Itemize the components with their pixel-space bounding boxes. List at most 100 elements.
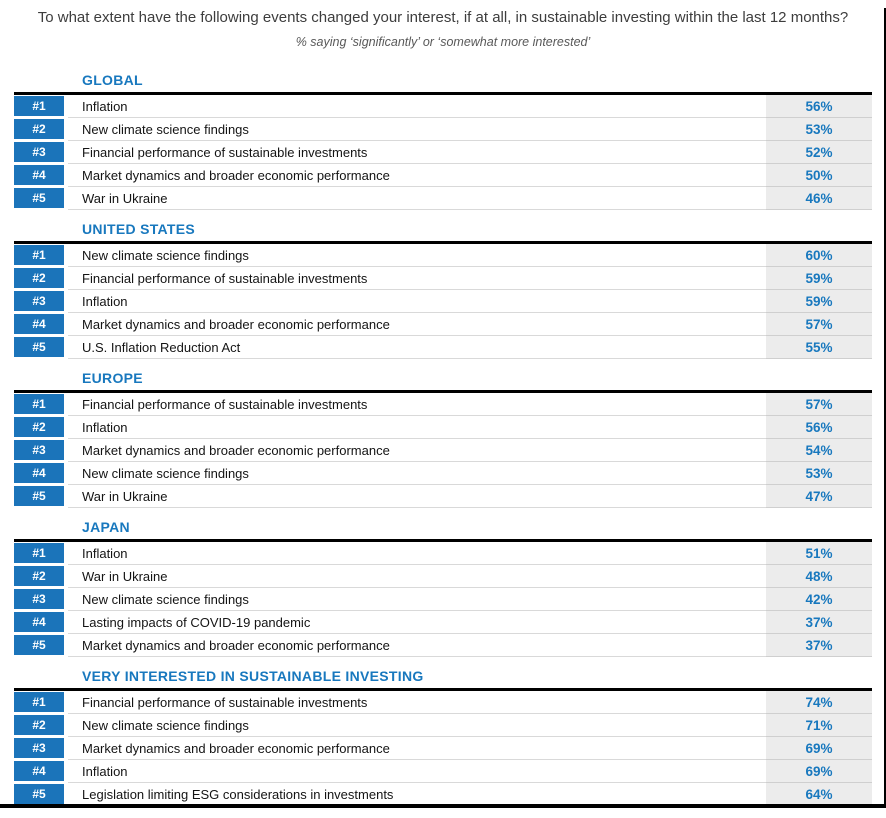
table-row: #3 Financial performance of sustainable … (14, 141, 872, 164)
section-very-interested-in-sustainable-investing: VERY INTERESTED IN SUSTAINABLE INVESTING… (14, 669, 872, 806)
percent-value: 37% (766, 611, 872, 634)
table-row: #3 Market dynamics and broader economic … (14, 439, 872, 462)
table-row: #1 Inflation 51% (14, 542, 872, 565)
section-header: EUROPE (82, 370, 143, 386)
section-header: UNITED STATES (82, 221, 196, 237)
table-row: #3 Inflation 59% (14, 290, 872, 313)
percent-value: 50% (766, 164, 872, 187)
rank-badge: #5 (14, 336, 64, 357)
percent-value: 51% (766, 542, 872, 565)
event-label: War in Ukraine (68, 187, 766, 210)
percent-value: 69% (766, 760, 872, 783)
event-label: Financial performance of sustainable inv… (68, 393, 766, 416)
table-row: #1 Financial performance of sustainable … (14, 691, 872, 714)
table-row: #4 Lasting impacts of COVID-19 pandemic … (14, 611, 872, 634)
table-row: #4 Inflation 69% (14, 760, 872, 783)
rank-badge: #2 (14, 714, 64, 735)
event-label: Inflation (68, 760, 766, 783)
rank-badge: #2 (14, 118, 64, 139)
section-header: VERY INTERESTED IN SUSTAINABLE INVESTING (82, 668, 424, 684)
percent-value: 46% (766, 187, 872, 210)
event-label: New climate science findings (68, 118, 766, 141)
rank-badge: #2 (14, 267, 64, 288)
percent-value: 57% (766, 313, 872, 336)
rank-table: #1 Inflation 51% #2 War in Ukraine 48% #… (14, 539, 872, 657)
event-label: Market dynamics and broader economic per… (68, 737, 766, 760)
event-label: New climate science findings (68, 462, 766, 485)
percent-value: 74% (766, 691, 872, 714)
event-label: U.S. Inflation Reduction Act (68, 336, 766, 359)
percent-value: 53% (766, 462, 872, 485)
table-row: #2 Financial performance of sustainable … (14, 267, 872, 290)
event-label: New climate science findings (68, 714, 766, 737)
rank-badge: #3 (14, 141, 64, 162)
table-row: #3 New climate science findings 42% (14, 588, 872, 611)
percent-value: 37% (766, 634, 872, 657)
rank-badge: #5 (14, 783, 64, 804)
event-label: New climate science findings (68, 588, 766, 611)
table-row: #4 Market dynamics and broader economic … (14, 164, 872, 187)
rank-badge: #1 (14, 393, 64, 414)
event-label: Inflation (68, 95, 766, 118)
percent-value: 55% (766, 336, 872, 359)
rank-badge: #2 (14, 565, 64, 586)
table-row: #1 New climate science findings 60% (14, 244, 872, 267)
event-label: Inflation (68, 290, 766, 313)
rank-badge: #1 (14, 244, 64, 265)
right-frame-rule (884, 8, 886, 808)
table-row: #5 U.S. Inflation Reduction Act 55% (14, 336, 872, 359)
event-label: War in Ukraine (68, 565, 766, 588)
rank-badge: #2 (14, 416, 64, 437)
rank-badge: #3 (14, 588, 64, 609)
section-japan: JAPAN #1 Inflation 51% #2 War in Ukraine… (14, 520, 872, 657)
percent-value: 52% (766, 141, 872, 164)
rank-badge: #1 (14, 691, 64, 712)
event-label: Market dynamics and broader economic per… (68, 313, 766, 336)
percent-value: 59% (766, 290, 872, 313)
event-label: Market dynamics and broader economic per… (68, 439, 766, 462)
percent-value: 48% (766, 565, 872, 588)
section-united-states: UNITED STATES #1 New climate science fin… (14, 222, 872, 359)
event-label: Financial performance of sustainable inv… (68, 267, 766, 290)
event-label: Market dynamics and broader economic per… (68, 164, 766, 187)
event-label: Inflation (68, 416, 766, 439)
rank-badge: #3 (14, 737, 64, 758)
rank-table: #1 Financial performance of sustainable … (14, 390, 872, 508)
rank-badge: #3 (14, 290, 64, 311)
table-row: #4 Market dynamics and broader economic … (14, 313, 872, 336)
event-label: Financial performance of sustainable inv… (68, 691, 766, 714)
rank-badge: #5 (14, 485, 64, 506)
percent-value: 71% (766, 714, 872, 737)
percent-value: 57% (766, 393, 872, 416)
rank-badge: #5 (14, 187, 64, 208)
bottom-rule (0, 804, 886, 808)
percent-value: 47% (766, 485, 872, 508)
page-title: To what extent have the following events… (37, 9, 849, 26)
event-label: Market dynamics and broader economic per… (68, 634, 766, 657)
section-header: JAPAN (82, 519, 130, 535)
section-global: GLOBAL #1 Inflation 56% #2 New climate s… (14, 73, 872, 210)
event-label: Legislation limiting ESG considerations … (68, 783, 766, 806)
event-label: New climate science findings (68, 244, 766, 267)
rank-badge: #1 (14, 95, 64, 116)
percent-value: 54% (766, 439, 872, 462)
percent-value: 59% (766, 267, 872, 290)
rank-badge: #3 (14, 439, 64, 460)
percent-value: 42% (766, 588, 872, 611)
rank-badge: #4 (14, 313, 64, 334)
rank-badge: #5 (14, 634, 64, 655)
rank-badge: #4 (14, 760, 64, 781)
percent-value: 69% (766, 737, 872, 760)
table-row: #1 Financial performance of sustainable … (14, 393, 872, 416)
table-row: #1 Inflation 56% (14, 95, 872, 118)
rank-table: #1 Inflation 56% #2 New climate science … (14, 92, 872, 210)
rank-badge: #4 (14, 611, 64, 632)
percent-value: 60% (766, 244, 872, 267)
section-europe: EUROPE #1 Financial performance of susta… (14, 371, 872, 508)
event-label: Inflation (68, 542, 766, 565)
table-row: #5 Market dynamics and broader economic … (14, 634, 872, 657)
page-subtitle: % saying ‘significantly’ or ‘somewhat mo… (295, 35, 591, 49)
percent-value: 56% (766, 95, 872, 118)
table-row: #5 Legislation limiting ESG consideratio… (14, 783, 872, 806)
table-row: #4 New climate science findings 53% (14, 462, 872, 485)
